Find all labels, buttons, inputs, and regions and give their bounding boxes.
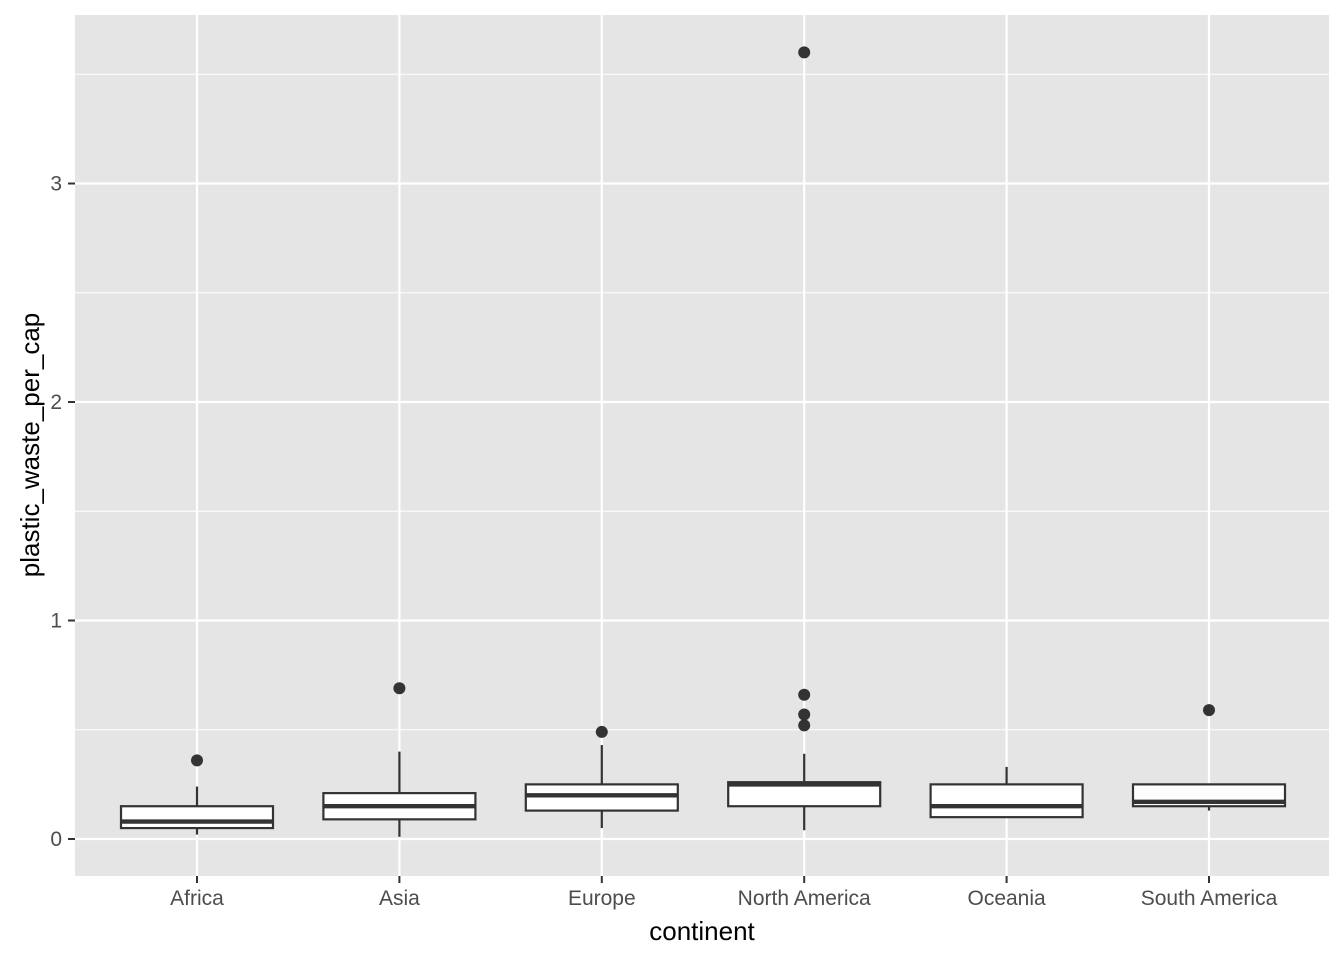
x-axis: Africa Asia Europe North America Oceania Sout… (170, 876, 1278, 910)
outlier-point (1203, 704, 1215, 717)
box-oceania (929, 766, 1084, 819)
major-gridlines (75, 15, 1329, 876)
box-south-america (1131, 704, 1287, 811)
outlier-point (595, 725, 608, 738)
y-axis: 0 1 2 3 (50, 173, 75, 851)
x-tick-label: South America (1141, 887, 1278, 910)
minor-gridlines (75, 73, 1329, 731)
box-iqr (119, 805, 275, 830)
box-europe (524, 725, 679, 829)
outlier-point (798, 46, 811, 59)
box-north-america (727, 46, 882, 831)
x-tick-label: Asia (379, 887, 420, 910)
plot-panel (75, 15, 1329, 876)
x-tick-label: North America (738, 887, 871, 910)
y-tick-label: 0 (50, 828, 62, 851)
x-tick-label: Oceania (967, 887, 1046, 910)
x-axis-title: continent (649, 916, 755, 946)
y-tick-label: 1 (50, 610, 62, 633)
y-tick-label: 3 (50, 173, 62, 196)
outlier-point (798, 719, 811, 732)
outlier-point (191, 754, 203, 767)
outlier-point (393, 682, 406, 695)
box-africa (119, 754, 275, 835)
y-axis-title: plastic_waste_per_cap (15, 313, 45, 578)
outlier-point (798, 688, 811, 701)
box-iqr (929, 783, 1084, 819)
y-tick-label: 2 (50, 391, 62, 414)
outlier-point (798, 708, 811, 721)
x-tick-label: Africa (170, 887, 224, 910)
x-tick-label: Europe (568, 887, 636, 910)
box-series (119, 46, 1287, 837)
box-asia (322, 682, 477, 837)
